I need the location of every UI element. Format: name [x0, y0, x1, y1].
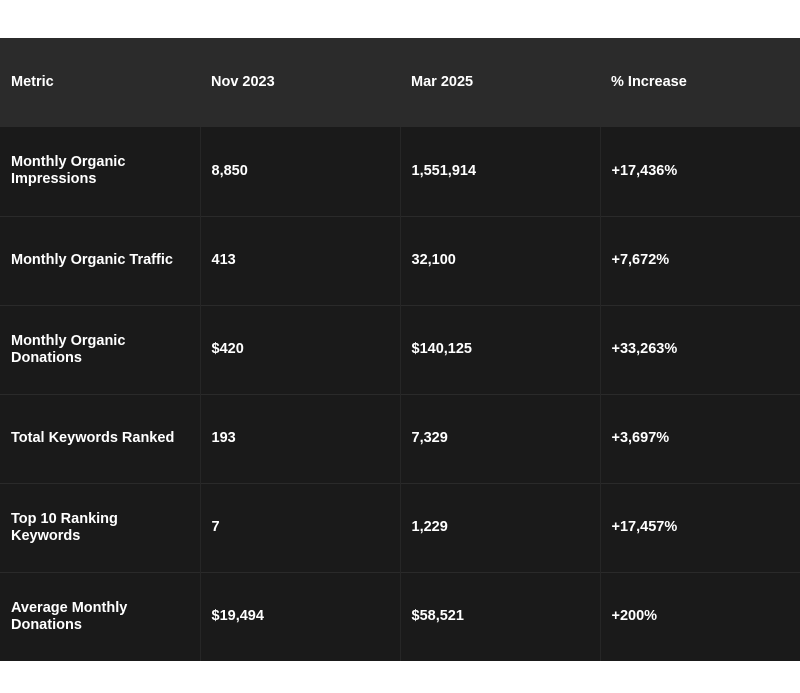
- table-row: Total Keywords Ranked 193 7,329 +3,697%: [0, 393, 800, 483]
- cell-metric: Average Monthly Donations: [0, 571, 200, 661]
- cell-mar-2025: 32,100: [399, 215, 600, 305]
- table-row: Monthly Organic Traffic 413 32,100 +7,67…: [0, 215, 800, 305]
- cell-mar-2025: $140,125: [399, 304, 600, 394]
- cell-nov-2023: 413: [199, 215, 400, 305]
- cell-mar-2025: $58,521: [399, 571, 600, 661]
- column-header-nov-2023: Nov 2023: [211, 74, 275, 90]
- cell-metric: Monthly Organic Traffic: [0, 215, 200, 305]
- table-row: Average Monthly Donations $19,494 $58,52…: [0, 571, 800, 661]
- cell-metric: Monthly Organic Donations: [0, 304, 200, 394]
- column-header-increase: % Increase: [611, 74, 687, 90]
- column-header-mar-2025: Mar 2025: [411, 74, 474, 90]
- cell-increase: +200%: [599, 571, 800, 661]
- cell-nov-2023: 193: [199, 393, 400, 483]
- cell-nov-2023: $420: [199, 304, 400, 394]
- cell-increase: +3,697%: [599, 393, 800, 483]
- column-header-metric: Metric: [11, 74, 54, 90]
- cell-nov-2023: 8,850: [199, 127, 400, 216]
- cell-metric: Monthly Organic Impressions: [11, 154, 126, 188]
- table-row: Monthly Organic Impressions 8,850 1,551,…: [0, 127, 800, 216]
- cell-increase: +17,457%: [599, 482, 800, 572]
- cell-mar-2025: 1,229: [399, 482, 600, 572]
- cell-increase: +17,436%: [599, 127, 800, 216]
- cell-metric: Top 10 Ranking Keywords: [0, 482, 200, 572]
- table-row: Monthly Organic Donations $420 $140,125 …: [0, 304, 800, 394]
- cell-metric: Total Keywords Ranked: [0, 393, 200, 483]
- table-body: Monthly Organic Impressions 8,850 1,551,…: [0, 127, 800, 661]
- table-header: Metric Nov 2023 Mar 2025 % Increase: [0, 38, 800, 127]
- metrics-table: Metric Nov 2023 Mar 2025 % Increase Mont…: [0, 38, 800, 661]
- table-row: Top 10 Ranking Keywords 7 1,229 +17,457%: [0, 482, 800, 572]
- header-row: Metric Nov 2023 Mar 2025 % Increase: [0, 38, 800, 127]
- metrics-table-container: Metric Nov 2023 Mar 2025 % Increase Mont…: [0, 38, 800, 661]
- cell-increase: +7,672%: [599, 215, 800, 305]
- cell-mar-2025: 1,551,914: [399, 127, 600, 216]
- cell-increase: +33,263%: [599, 304, 800, 394]
- cell-mar-2025: 7,329: [399, 393, 600, 483]
- cell-nov-2023: 7: [199, 482, 400, 572]
- cell-nov-2023: $19,494: [199, 571, 400, 661]
